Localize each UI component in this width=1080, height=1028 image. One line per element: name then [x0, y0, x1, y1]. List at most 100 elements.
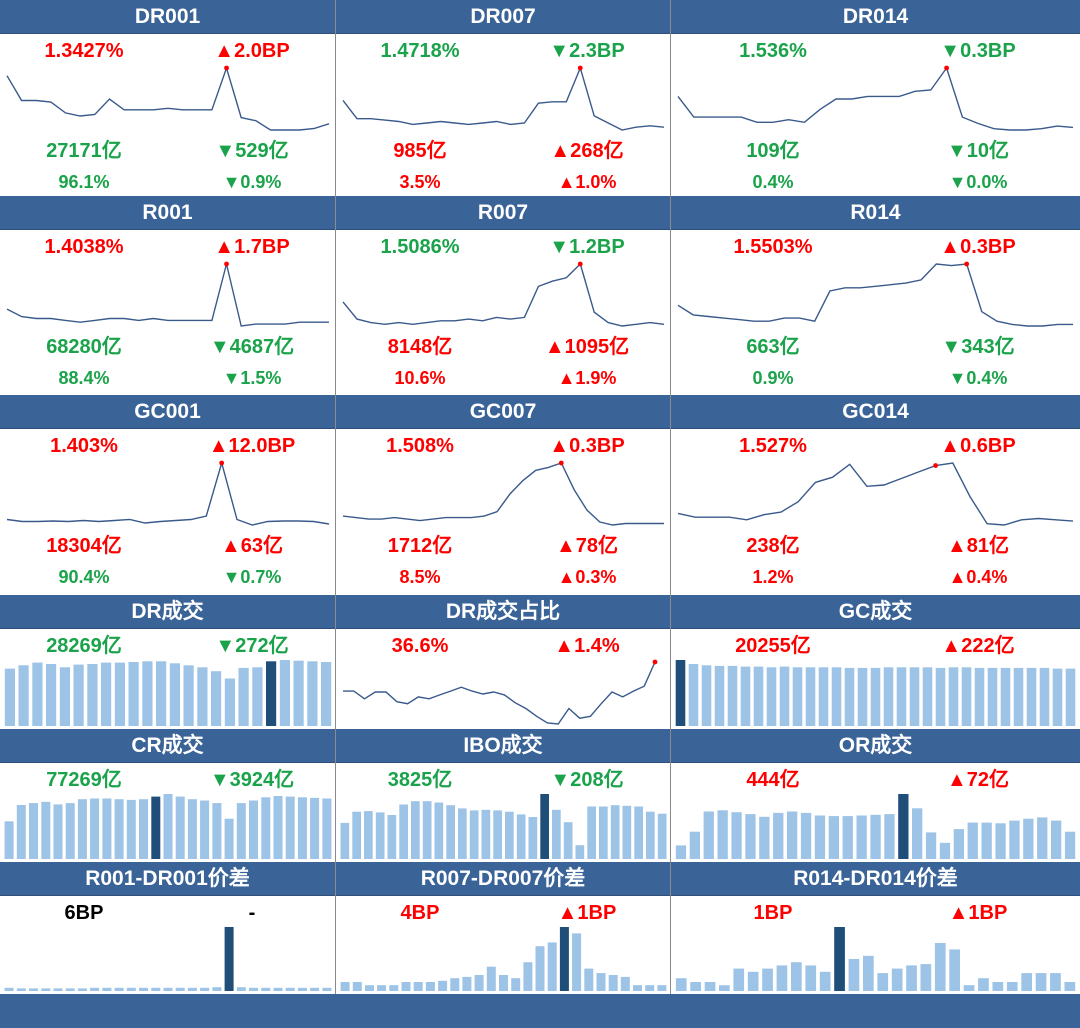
- bar: [236, 987, 246, 991]
- bar: [307, 661, 318, 726]
- line-chart: [342, 460, 664, 526]
- bar: [1051, 820, 1062, 859]
- bar: [261, 797, 271, 860]
- bar: [142, 661, 153, 726]
- volume-value: 68280亿: [46, 336, 122, 358]
- panel-r014-dr014-spread: R014-DR014价差 1BP ▲1BP: [671, 862, 1080, 994]
- panel-title: GC014: [671, 395, 1080, 429]
- panel-title: GC007: [336, 395, 670, 429]
- bar: [622, 805, 632, 859]
- bar: [1039, 667, 1050, 726]
- bar: [675, 978, 687, 991]
- panel-gc-volume: GC成交 20255亿 ▲222亿: [671, 595, 1080, 729]
- bar: [114, 662, 125, 726]
- panel-title: GC001: [0, 395, 335, 429]
- main-change: ▲0.6BP: [940, 435, 1016, 457]
- bar: [974, 667, 985, 726]
- bar: [163, 794, 173, 859]
- main-value: 28269亿: [46, 635, 122, 657]
- share-value: 10.6%: [394, 368, 446, 388]
- bar: [297, 797, 307, 860]
- bar: [41, 801, 51, 859]
- bar-chart: [675, 660, 1076, 726]
- share-value: 88.4%: [58, 368, 110, 388]
- panel-r007: R007 1.5086% ▼1.2BP 8148亿 ▲1095亿 10.6% ▲1.9%: [336, 196, 671, 395]
- panel-dr001: DR001 1.3427% ▲2.0BP 27171亿 ▼529亿 96.1% ▼0.9%: [0, 0, 336, 196]
- bar: [547, 942, 557, 991]
- bar-chart: [340, 794, 667, 859]
- bar: [535, 946, 545, 991]
- bar-highlight: [540, 794, 549, 859]
- bar: [779, 666, 790, 726]
- bar: [745, 814, 756, 859]
- volume-change: ▲63亿: [220, 535, 284, 557]
- bar: [387, 815, 397, 859]
- bar: [438, 980, 448, 991]
- volume-change: ▼529亿: [215, 140, 289, 162]
- bar: [935, 667, 946, 726]
- bar: [690, 982, 701, 991]
- bar: [1021, 973, 1032, 991]
- bar: [65, 988, 75, 991]
- bar: [139, 987, 148, 991]
- main-change: ▼1.2BP: [549, 236, 625, 258]
- bar: [499, 975, 508, 991]
- bar: [46, 664, 57, 726]
- bar: [800, 812, 812, 859]
- bar: [128, 662, 139, 726]
- bar: [857, 667, 868, 726]
- panel-dr007: DR007 1.4718% ▼2.3BP 985亿 ▲268亿 3.5% ▲1.0%: [336, 0, 671, 196]
- bar: [1037, 817, 1048, 859]
- latest-point-marker: [933, 463, 939, 468]
- panel-title: R001: [0, 196, 335, 230]
- panel-title: R007: [336, 196, 670, 230]
- latest-point-marker: [219, 460, 225, 466]
- bar: [831, 667, 842, 726]
- bar: [29, 988, 38, 991]
- share-change: ▼0.4%: [948, 368, 1008, 388]
- bar: [1064, 982, 1076, 991]
- bar: [922, 667, 933, 726]
- main-value: 1.527%: [739, 435, 807, 457]
- bar: [596, 973, 606, 991]
- main-value: 1.4718%: [380, 40, 460, 62]
- volume-change: ▼343亿: [941, 336, 1015, 358]
- bar: [450, 978, 460, 991]
- bar: [703, 811, 714, 859]
- bar-chart: [340, 927, 667, 991]
- main-change: ▲1BP: [948, 902, 1008, 924]
- bar: [995, 823, 1006, 860]
- bar: [870, 814, 881, 859]
- bar-highlight: [266, 661, 277, 726]
- bar: [375, 812, 385, 859]
- bar: [608, 975, 618, 991]
- bar: [126, 799, 136, 859]
- line-chart: [6, 261, 329, 327]
- bar-chart: [4, 927, 332, 991]
- bar: [411, 801, 420, 859]
- bar: [1052, 668, 1063, 726]
- bar: [1013, 667, 1024, 726]
- bar: [987, 667, 998, 726]
- latest-point-marker: [577, 261, 583, 267]
- main-change: ▼208亿: [550, 769, 624, 791]
- main-value: 36.6%: [391, 635, 449, 657]
- series-line: [343, 661, 656, 725]
- panel-title: DR成交占比: [336, 595, 670, 629]
- bar: [114, 799, 124, 859]
- bar: [422, 801, 432, 859]
- series-line: [342, 65, 665, 131]
- bar: [187, 987, 197, 991]
- bar: [701, 665, 712, 726]
- bar: [481, 809, 491, 859]
- bar: [646, 811, 655, 859]
- main-change: ▲0.3BP: [940, 236, 1016, 258]
- line-chart: [6, 65, 330, 131]
- latest-point-marker: [224, 65, 229, 71]
- bar: [65, 803, 75, 859]
- volume-change: ▲81亿: [946, 535, 1010, 557]
- bar: [818, 667, 829, 726]
- volume-change: ▲268亿: [550, 140, 624, 162]
- bar: [1023, 818, 1034, 859]
- panel-title: DR014: [671, 0, 1080, 34]
